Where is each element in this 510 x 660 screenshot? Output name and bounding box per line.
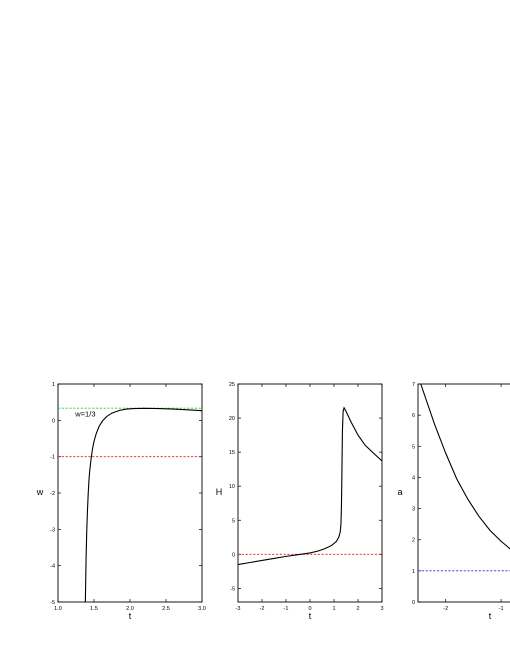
w-y-axis-label: w bbox=[36, 487, 44, 497]
h-x-tick-label: -2 bbox=[260, 606, 265, 612]
w-x-tick-label: 2.5 bbox=[162, 606, 170, 612]
a-x-axis-label: t bbox=[489, 611, 492, 621]
w-y-tick-label: -1 bbox=[50, 455, 55, 461]
a-curve bbox=[420, 383, 510, 550]
w-x-tick-label: 1.5 bbox=[90, 606, 98, 612]
a-y-tick-label: 0 bbox=[412, 600, 415, 606]
a-y-tick-label: 7 bbox=[412, 382, 415, 388]
h-x-tick-label: 3 bbox=[380, 606, 383, 612]
a-y-tick-label: 5 bbox=[412, 444, 415, 450]
panel-h: -3 -2 -1 0 1 2 3 -5 0 5 10 15 20 25 t H bbox=[216, 382, 384, 621]
panel-a: -2-1001234567 t a bbox=[397, 382, 510, 621]
a-y-tick-label: 3 bbox=[412, 507, 415, 513]
w-x-tick-label: 3.0 bbox=[198, 606, 206, 612]
panel-w: 1.0 1.5 2.0 2.5 3.0 -5 -4 -3 -2 -1 0 1 w=1/3 t w bbox=[36, 382, 206, 621]
h-y-tick-label: 5 bbox=[232, 518, 235, 524]
h-x-tick-label: 2 bbox=[356, 606, 359, 612]
a-x-tick-label: -1 bbox=[499, 606, 504, 612]
a-x-tick-label: -2 bbox=[443, 606, 448, 612]
h-x-tick-label: 0 bbox=[308, 606, 311, 612]
h-x-axis-label: t bbox=[309, 611, 312, 621]
h-ticks: -3 -2 -1 0 1 2 3 -5 0 5 10 15 20 25 bbox=[229, 382, 384, 612]
a-y-tick-label: 2 bbox=[412, 538, 415, 544]
w-y-tick-label: 0 bbox=[52, 418, 55, 424]
plot-frame-h bbox=[237, 383, 383, 603]
h-x-tick-label: -1 bbox=[284, 606, 289, 612]
w-y-tick-label: -5 bbox=[50, 600, 55, 606]
w-x-tick-label: 2.0 bbox=[126, 606, 134, 612]
a-y-tick-label: 1 bbox=[412, 569, 415, 575]
a-y-axis-label: a bbox=[397, 487, 402, 497]
h-x-tick-label: 1 bbox=[332, 606, 335, 612]
h-y-tick-label: 0 bbox=[232, 552, 235, 558]
w-x-tick-label: 1.0 bbox=[54, 606, 62, 612]
h-y-tick-label: 25 bbox=[229, 382, 235, 388]
a-ticks: -2-1001234567 bbox=[412, 382, 504, 612]
w-y-tick-label: -3 bbox=[50, 527, 55, 533]
plot-frame-a bbox=[417, 383, 510, 603]
h-y-axis-label: H bbox=[216, 487, 223, 497]
h-y-tick-label: 15 bbox=[229, 450, 235, 456]
w-y-tick-label: 1 bbox=[52, 382, 55, 388]
h-y-tick-label: 20 bbox=[229, 416, 235, 422]
w-y-tick-label: -2 bbox=[50, 491, 55, 497]
w-ticks: 1.0 1.5 2.0 2.5 3.0 -5 -4 -3 -2 -1 0 1 bbox=[50, 382, 206, 612]
h-y-tick-label: -5 bbox=[230, 586, 235, 592]
h-x-tick-label: -3 bbox=[236, 606, 241, 612]
h-curve bbox=[237, 406, 383, 566]
w-y-tick-label: -4 bbox=[50, 564, 55, 570]
h-y-tick-label: 10 bbox=[229, 484, 235, 490]
w-annotation: w=1/3 bbox=[74, 410, 95, 419]
a-y-tick-label: 6 bbox=[412, 413, 415, 419]
w-curve bbox=[84, 407, 203, 603]
w-reference-lines bbox=[58, 407, 202, 458]
w-x-axis-label: t bbox=[129, 611, 132, 621]
a-y-tick-label: 4 bbox=[412, 475, 415, 481]
